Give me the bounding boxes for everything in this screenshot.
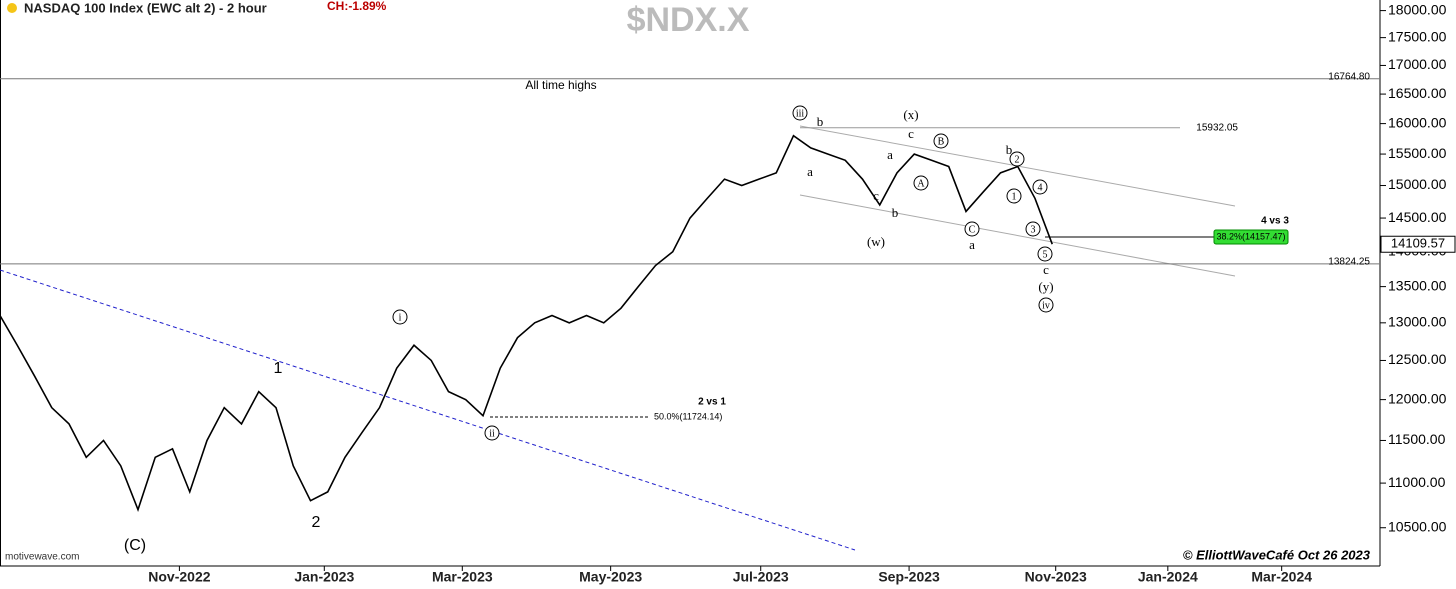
y-tick-label: 17500.00 [1388,28,1447,44]
credit: © ElliottWaveCafé Oct 26 2023 [1183,547,1371,562]
wave-label: b [1006,142,1013,157]
y-tick-label: 16500.00 [1388,85,1447,101]
y-tick-label: 16000.00 [1388,114,1447,130]
channel-lower [799,194,1236,277]
y-tick-label: 12500.00 [1388,351,1447,367]
wave-label: a [969,237,975,252]
level-label: 16764.80 [1328,71,1370,82]
wave-label: 3 [1031,224,1036,235]
wave-label: c [908,126,914,141]
wave-circle [1038,297,1054,313]
wave-label: 1 [274,360,283,377]
level-label: 13824.25 [1328,256,1370,267]
wave-circle [484,425,500,441]
status-dot [7,3,17,13]
wave-label: iii [796,108,805,119]
wave-label: 2 [1015,154,1020,165]
symbol: $NDX.X [627,1,750,39]
annotation: 50.0%(11724.14) [654,411,722,421]
y-tick-label: 15500.00 [1388,145,1447,161]
wave-label: iv [1042,300,1050,311]
source: motivewave.com [5,552,79,563]
last-price-box [1380,235,1456,253]
last-price-label: 14109.57 [1391,236,1445,251]
x-tick-label: Mar-2023 [432,569,493,585]
wave-circle [1009,151,1025,167]
wave-label: c [873,188,879,203]
wave-circle [964,221,980,237]
y-tick-label: 12000.00 [1388,390,1447,406]
wave-label: C [969,224,976,235]
x-tick-label: Nov-2023 [1025,569,1087,585]
x-tick-label: Jul-2023 [733,569,789,585]
wave-label: 1 [1012,191,1017,202]
wave-label: (C) [124,537,146,554]
level-label: 15932.05 [1196,122,1238,133]
y-tick-label: 10500.00 [1388,518,1447,534]
wave-circle [1032,179,1048,195]
x-tick-label: Sep-2023 [878,569,940,585]
chart-title: NASDAQ 100 Index (EWC alt 2) - 2 hour [24,0,267,15]
wave-label: (w) [867,234,885,249]
wave-circle [392,309,408,325]
price-line [0,134,1053,512]
y-tick-label: 18000.00 [1388,1,1447,17]
wave-label: (x) [903,107,918,122]
x-tick-label: Nov-2022 [148,569,210,585]
wave-label: a [807,164,813,179]
x-tick-label: Jan-2023 [294,569,354,585]
x-tick-label: May-2023 [579,569,642,585]
wave-label: a [887,147,893,162]
wave-label: ii [489,428,495,439]
wave-label: A [917,178,925,189]
wave-label: 4 [1038,182,1043,193]
wave-label: 2 [312,514,321,531]
x-tick-label: Jan-2024 [1138,569,1198,585]
wave-label: i [399,312,402,323]
wave-label: b [892,205,899,220]
y-tick-label: 11500.00 [1388,431,1446,447]
change-label: CH:-1.89% [327,0,387,13]
wave-label: 5 [1043,249,1048,260]
y-tick-label: 14500.00 [1388,209,1447,225]
y-tick-label: 17000.00 [1388,56,1447,72]
x-tick-label: Mar-2024 [1251,569,1312,585]
wave-circle [1037,246,1053,262]
wave-circle [1006,188,1022,204]
annotation: 4 vs 3 [1261,216,1289,227]
wave-label: b [817,114,824,129]
wave-circle [933,133,949,149]
annotation: All time highs [525,78,596,92]
wave-label: (y) [1038,279,1053,294]
y-tick-label: 11000.00 [1388,474,1446,490]
wave-circle [913,175,929,191]
y-tick-label: 15000.00 [1388,176,1447,192]
y-tick-label: 13500.00 [1388,277,1447,293]
annotation: 2 vs 1 [698,397,726,408]
y-tick-label: 13000.00 [1388,314,1447,330]
wave-label: B [938,136,945,147]
trendline [0,269,856,551]
annotation: 38.2%(14157.47) [1216,231,1285,241]
wave-circle [1025,221,1041,237]
wave-circle [792,105,808,121]
wave-label: c [1043,262,1049,277]
fib-box [1213,229,1289,245]
